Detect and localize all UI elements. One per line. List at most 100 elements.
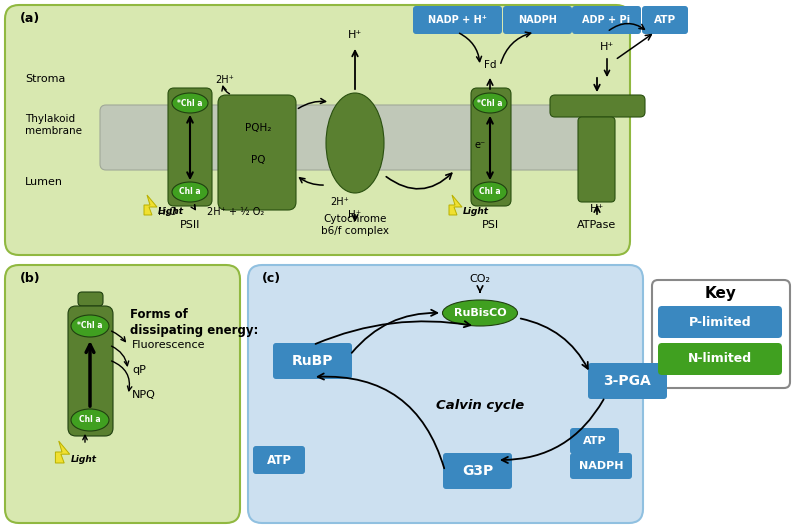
FancyBboxPatch shape bbox=[503, 6, 572, 34]
FancyArrowPatch shape bbox=[191, 205, 195, 209]
Text: CO₂: CO₂ bbox=[470, 274, 490, 284]
FancyBboxPatch shape bbox=[578, 117, 615, 202]
Text: Calvin cycle: Calvin cycle bbox=[436, 399, 524, 411]
Ellipse shape bbox=[71, 315, 109, 337]
Text: 2H⁺ + ½ O₂: 2H⁺ + ½ O₂ bbox=[207, 207, 264, 217]
FancyArrowPatch shape bbox=[111, 361, 132, 391]
Text: H⁺: H⁺ bbox=[348, 30, 362, 40]
Text: ADP + Pi: ADP + Pi bbox=[582, 15, 630, 25]
Text: PQ: PQ bbox=[250, 155, 266, 165]
FancyArrowPatch shape bbox=[222, 86, 230, 94]
FancyBboxPatch shape bbox=[570, 453, 632, 479]
Text: Light: Light bbox=[463, 207, 489, 216]
FancyBboxPatch shape bbox=[572, 6, 641, 34]
Text: Light: Light bbox=[70, 455, 97, 464]
Ellipse shape bbox=[442, 300, 518, 326]
Text: Cytochrome
b6/f complex: Cytochrome b6/f complex bbox=[321, 215, 389, 236]
Polygon shape bbox=[144, 195, 157, 215]
Text: H⁺: H⁺ bbox=[348, 210, 362, 220]
Text: P-limited: P-limited bbox=[689, 315, 751, 329]
Text: NADPH: NADPH bbox=[518, 15, 557, 25]
FancyBboxPatch shape bbox=[413, 6, 502, 34]
Ellipse shape bbox=[172, 182, 208, 202]
Text: (b): (b) bbox=[20, 272, 41, 285]
Ellipse shape bbox=[473, 182, 507, 202]
Text: PSII: PSII bbox=[180, 220, 200, 230]
Text: Thylakoid
membrane: Thylakoid membrane bbox=[25, 114, 82, 136]
Text: Lumen: Lumen bbox=[25, 177, 63, 187]
FancyBboxPatch shape bbox=[652, 280, 790, 388]
Text: (a): (a) bbox=[20, 12, 40, 25]
Ellipse shape bbox=[172, 93, 208, 113]
Text: H₂O: H₂O bbox=[158, 207, 177, 217]
Ellipse shape bbox=[473, 93, 507, 113]
Text: Chl a: Chl a bbox=[79, 416, 101, 425]
FancyArrowPatch shape bbox=[459, 33, 482, 61]
Text: Chl a: Chl a bbox=[479, 188, 501, 197]
Text: Key: Key bbox=[705, 286, 737, 301]
Ellipse shape bbox=[71, 409, 109, 431]
FancyBboxPatch shape bbox=[100, 105, 610, 170]
Text: NADPH: NADPH bbox=[578, 461, 623, 471]
FancyBboxPatch shape bbox=[5, 5, 630, 255]
FancyArrowPatch shape bbox=[298, 99, 326, 109]
FancyArrowPatch shape bbox=[610, 23, 644, 30]
Text: *Chl a: *Chl a bbox=[78, 322, 102, 331]
Text: qP: qP bbox=[132, 365, 146, 375]
FancyArrowPatch shape bbox=[501, 32, 530, 63]
Text: RuBP: RuBP bbox=[292, 354, 334, 368]
Text: NADP + H⁺: NADP + H⁺ bbox=[428, 15, 487, 25]
FancyBboxPatch shape bbox=[168, 88, 212, 206]
FancyBboxPatch shape bbox=[443, 453, 512, 489]
FancyBboxPatch shape bbox=[658, 343, 782, 375]
FancyArrowPatch shape bbox=[521, 319, 588, 369]
FancyArrowPatch shape bbox=[352, 310, 438, 353]
Text: G3P: G3P bbox=[462, 464, 493, 478]
Text: Fluorescence: Fluorescence bbox=[132, 340, 206, 350]
Text: N-limited: N-limited bbox=[688, 352, 752, 366]
FancyBboxPatch shape bbox=[253, 446, 305, 474]
FancyArrowPatch shape bbox=[318, 374, 444, 469]
Polygon shape bbox=[55, 441, 70, 463]
Text: PQH₂: PQH₂ bbox=[245, 123, 271, 133]
Text: ATPase: ATPase bbox=[578, 220, 617, 230]
FancyBboxPatch shape bbox=[248, 265, 643, 523]
FancyBboxPatch shape bbox=[550, 95, 645, 117]
Text: Forms of
dissipating energy:: Forms of dissipating energy: bbox=[130, 308, 258, 337]
Text: Light: Light bbox=[158, 207, 184, 216]
FancyBboxPatch shape bbox=[471, 88, 511, 206]
Text: RuBisCO: RuBisCO bbox=[454, 308, 506, 318]
FancyArrowPatch shape bbox=[299, 178, 323, 185]
Ellipse shape bbox=[326, 93, 384, 193]
Text: *Chl a: *Chl a bbox=[478, 99, 502, 108]
Text: ATP: ATP bbox=[266, 454, 291, 466]
FancyArrowPatch shape bbox=[386, 173, 452, 189]
FancyArrowPatch shape bbox=[111, 331, 126, 341]
Text: (c): (c) bbox=[262, 272, 281, 285]
Text: ATP: ATP bbox=[654, 15, 676, 25]
Text: H⁺: H⁺ bbox=[590, 204, 604, 214]
FancyArrowPatch shape bbox=[82, 435, 87, 442]
FancyArrowPatch shape bbox=[605, 59, 610, 75]
Text: 2H⁺: 2H⁺ bbox=[215, 75, 234, 85]
FancyBboxPatch shape bbox=[68, 306, 113, 436]
FancyBboxPatch shape bbox=[570, 428, 619, 454]
FancyBboxPatch shape bbox=[5, 265, 240, 523]
Text: Chl a: Chl a bbox=[179, 188, 201, 197]
Text: Stroma: Stroma bbox=[25, 74, 66, 84]
Polygon shape bbox=[449, 195, 462, 215]
FancyArrowPatch shape bbox=[111, 346, 129, 366]
Text: 3-PGA: 3-PGA bbox=[604, 374, 651, 388]
Text: *Chl a: *Chl a bbox=[178, 99, 202, 108]
Text: 2H⁺: 2H⁺ bbox=[330, 197, 350, 207]
Text: PSI: PSI bbox=[482, 220, 498, 230]
FancyBboxPatch shape bbox=[658, 306, 782, 338]
FancyBboxPatch shape bbox=[78, 292, 103, 306]
FancyBboxPatch shape bbox=[218, 95, 296, 210]
FancyArrowPatch shape bbox=[502, 400, 604, 463]
FancyArrowPatch shape bbox=[315, 321, 470, 344]
Text: Fd: Fd bbox=[484, 60, 496, 70]
FancyBboxPatch shape bbox=[642, 6, 688, 34]
Text: NPQ: NPQ bbox=[132, 390, 156, 400]
Text: ATP: ATP bbox=[582, 436, 606, 446]
